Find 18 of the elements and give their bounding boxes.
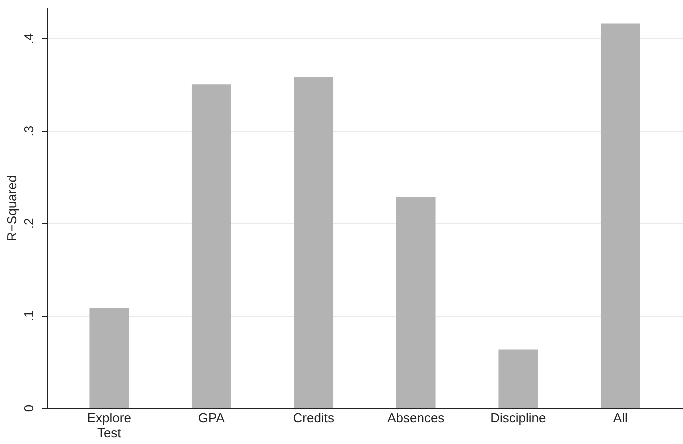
y-tick-label: .2 [22, 218, 36, 230]
x-tick-label: Credits [293, 410, 335, 426]
y-tick-label: .3 [22, 126, 36, 137]
x-tick-label: All [613, 410, 628, 426]
bar [396, 197, 436, 408]
x-tick-label: Explore Test [87, 410, 132, 440]
x-tick-label: GPA [198, 410, 226, 426]
bar [90, 308, 130, 408]
bar [498, 350, 538, 408]
y-axis-title: R−Squared [4, 175, 20, 242]
x-tick-label: Absences [388, 410, 446, 426]
x-tick-label: Discipline [490, 410, 546, 426]
bar [600, 24, 640, 408]
bar [294, 77, 334, 408]
y-tick-label: 0 [22, 404, 36, 412]
y-tick-label: .1 [22, 310, 36, 322]
bar [192, 84, 232, 408]
y-tick-label: .4 [22, 34, 36, 44]
